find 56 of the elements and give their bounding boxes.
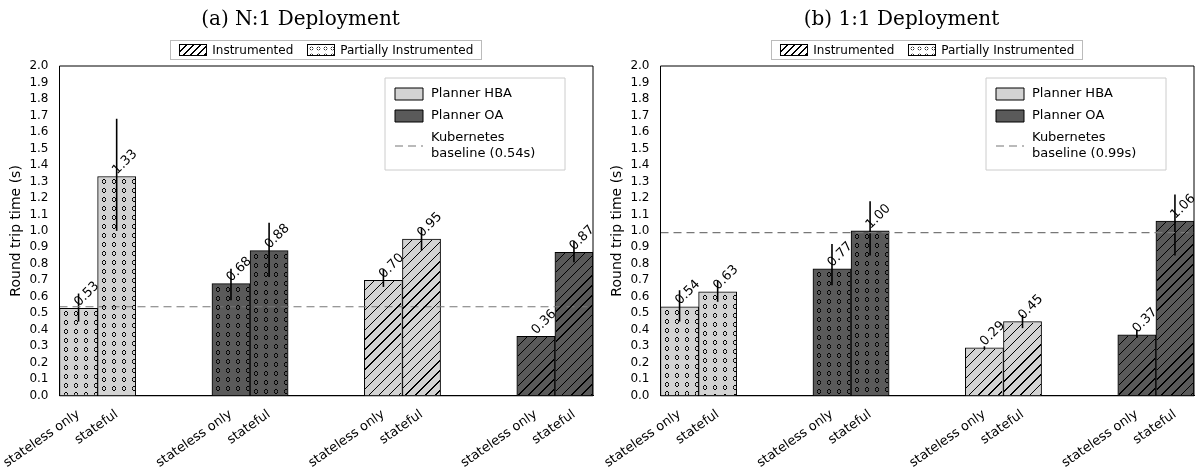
y-tick-label: 1.9 (29, 74, 49, 89)
y-tick-label: 0.8 (630, 255, 650, 270)
y-tick-label: 0.9 (630, 239, 650, 254)
y-tick-label: 1.3 (630, 173, 650, 188)
y-tick-label: 0.3 (630, 338, 650, 353)
y-tick-label: 1.8 (630, 91, 650, 106)
legend-label: Planner HBA (1032, 85, 1114, 101)
y-tick-label: 0.7 (630, 272, 650, 287)
y-axis-title: Round trip time (s) (607, 165, 624, 297)
y-tick-label: 0.2 (630, 354, 650, 369)
y-tick-label: 1.5 (29, 140, 49, 155)
y-tick-label: 1.1 (29, 206, 49, 221)
legend-label: Kubernetes baseline (0.54s) (431, 129, 536, 161)
y-tick-label: 1.4 (29, 157, 49, 172)
y-tick-label: 1.1 (630, 206, 650, 221)
legend-label: Planner OA (1032, 107, 1105, 123)
y-tick-label: 0.1 (29, 371, 49, 386)
y-tick-label: 1.2 (630, 190, 650, 205)
y-tick-label: 0.3 (29, 338, 49, 353)
text: Instrumented (813, 43, 895, 57)
text: Partially Instrumented (941, 43, 1075, 57)
y-axis-title: Round trip time (s) (6, 165, 23, 297)
y-tick-label: 1.9 (630, 74, 650, 89)
y-tick-label: 0.1 (630, 371, 650, 386)
y-tick-label: 1.6 (29, 124, 49, 139)
y-tick-label: 0.2 (29, 354, 49, 369)
y-tick-label: 1.3 (29, 173, 49, 188)
chart-title: (b) 1:1 Deployment (802, 5, 1001, 32)
legend-label: Kubernetes baseline (0.99s) (1032, 129, 1137, 161)
y-tick-label: 1.0 (29, 223, 49, 238)
y-tick-label: 0.5 (29, 305, 49, 320)
y-tick-label: 0.5 (630, 305, 650, 320)
y-tick-label: 1.0 (630, 223, 650, 238)
y-tick-label: 2.0 (630, 58, 650, 73)
y-tick-label: 0.7 (29, 272, 49, 287)
y-tick-label: 1.7 (630, 107, 650, 122)
chart-title: (a) N:1 Deployment (200, 5, 401, 32)
text: Instrumented (212, 43, 294, 57)
y-tick-label: 1.7 (29, 107, 49, 122)
legend-label: Planner OA (431, 107, 504, 123)
y-tick-label: 0.4 (630, 321, 650, 336)
y-tick-label: 0.8 (29, 255, 49, 270)
y-tick-label: 0.0 (29, 387, 49, 402)
text: Partially Instrumented (340, 43, 474, 57)
y-tick-label: 1.6 (630, 124, 650, 139)
legend-label: Planner HBA (431, 85, 513, 101)
y-tick-label: 1.8 (29, 91, 49, 106)
y-tick-label: 0.6 (630, 288, 650, 303)
y-tick-label: 0.0 (630, 387, 650, 402)
y-tick-label: 2.0 (29, 58, 49, 73)
y-tick-label: 1.5 (630, 140, 650, 155)
y-tick-label: 1.4 (630, 157, 650, 172)
y-tick-label: 0.4 (29, 321, 49, 336)
y-tick-label: 1.2 (29, 190, 49, 205)
y-tick-label: 0.9 (29, 239, 49, 254)
y-tick-label: 0.6 (29, 288, 49, 303)
